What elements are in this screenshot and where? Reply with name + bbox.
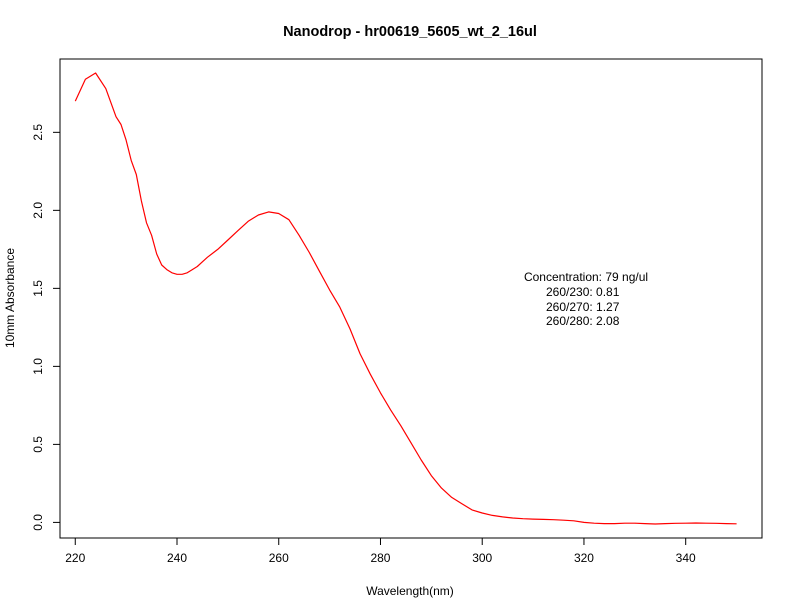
y-tick-label: 0.5 (31, 436, 45, 453)
y-axis: 0.0 0.5 1.0 1.5 2.0 2.5 (31, 124, 60, 531)
annotation-ratio-260-230: 260/230: 0.81 (546, 285, 620, 299)
annotation-concentration: Concentration: 79 ng/ul (524, 270, 648, 284)
series-layer (74, 72, 737, 525)
x-tick-label: 300 (472, 551, 492, 565)
x-tick-label: 280 (370, 551, 390, 565)
chart-title: Nanodrop - hr00619_5605_wt_2_16ul (283, 24, 537, 40)
annotation-ratio-260-280: 260/280: 2.08 (546, 314, 620, 328)
y-tick-label: 0.0 (31, 514, 45, 531)
x-tick-label: 260 (269, 551, 289, 565)
x-tick-label: 340 (676, 551, 696, 565)
y-tick-label: 1.0 (31, 358, 45, 375)
x-tick-label: 320 (574, 551, 594, 565)
annotation-block: Concentration: 79 ng/ul 260/230: 0.81 26… (524, 270, 648, 328)
y-axis-label: 10mm Absorbance (3, 248, 17, 348)
x-axis-label: Wavelength(nm) (366, 584, 454, 598)
y-tick-label: 2.5 (31, 124, 45, 141)
x-tick-label: 240 (167, 551, 187, 565)
x-tick-label: 220 (65, 551, 85, 565)
x-axis: 220 240 260 280 300 320 340 (65, 538, 696, 565)
y-tick-label: 2.0 (31, 202, 45, 219)
series-line-absorbance (74, 72, 737, 525)
plot-frame (59, 58, 763, 539)
annotation-ratio-260-270: 260/270: 1.27 (546, 300, 620, 314)
y-tick-label: 1.5 (31, 280, 45, 297)
